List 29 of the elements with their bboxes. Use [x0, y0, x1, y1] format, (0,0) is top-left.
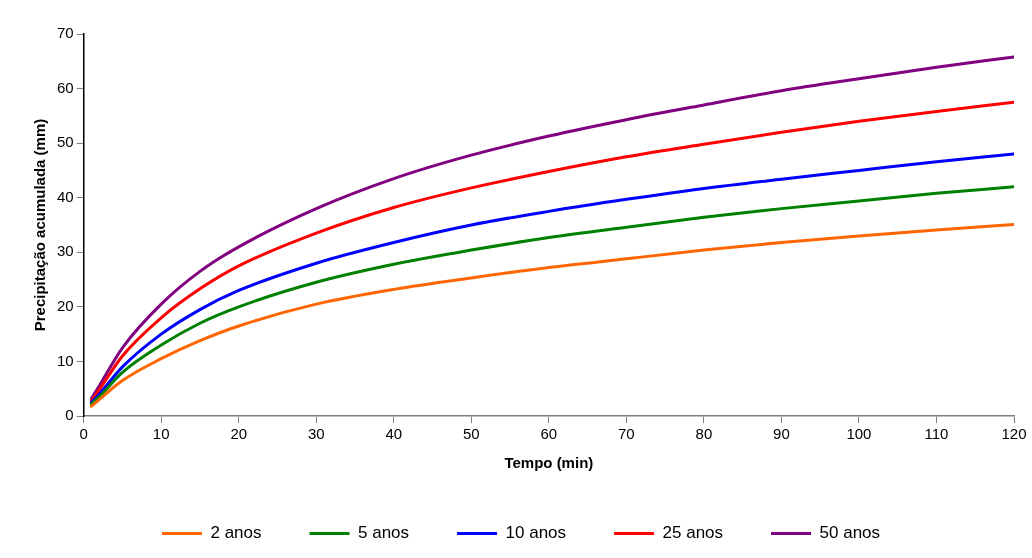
x-tick-label: 40: [385, 425, 403, 443]
y-tick-label: 60: [57, 78, 74, 96]
legend-label: 10 anos: [505, 523, 567, 543]
legend-label: 5 anos: [358, 523, 410, 543]
x-tick-label: 20: [230, 425, 248, 443]
y-tick-label: 20: [57, 297, 74, 314]
x-tick-label: 30: [307, 425, 325, 443]
y-tick-label: 50: [57, 133, 74, 151]
x-axis-title: Tempo (min): [504, 454, 594, 472]
legend-label: 25 anos: [662, 523, 724, 543]
x-tick-label: 0: [79, 425, 88, 443]
x-tick-label: 60: [540, 425, 558, 443]
y-tick-label: 10: [57, 351, 74, 369]
x-tick-label: 110: [924, 425, 949, 443]
x-tick-label: 70: [618, 425, 635, 443]
y-axis-title: Precipitação acumulada (mm): [31, 118, 49, 332]
legend-label: 2 anos: [210, 523, 262, 543]
x-tick-label: 90: [773, 425, 790, 443]
y-tick-label: 40: [57, 187, 74, 205]
x-tick-label: 100: [846, 425, 872, 443]
x-tick-label: 50: [462, 425, 480, 443]
x-tick-label: 80: [695, 425, 713, 443]
y-tick-label: 30: [57, 242, 74, 260]
line-series: [89, 222, 1014, 408]
y-tick-label: 70: [57, 24, 74, 42]
x-tick-label: 10: [152, 425, 170, 443]
x-tick-label: 120: [1001, 425, 1027, 443]
y-tick-label: 0: [65, 406, 74, 424]
legend-label: 50 anos: [819, 523, 881, 543]
